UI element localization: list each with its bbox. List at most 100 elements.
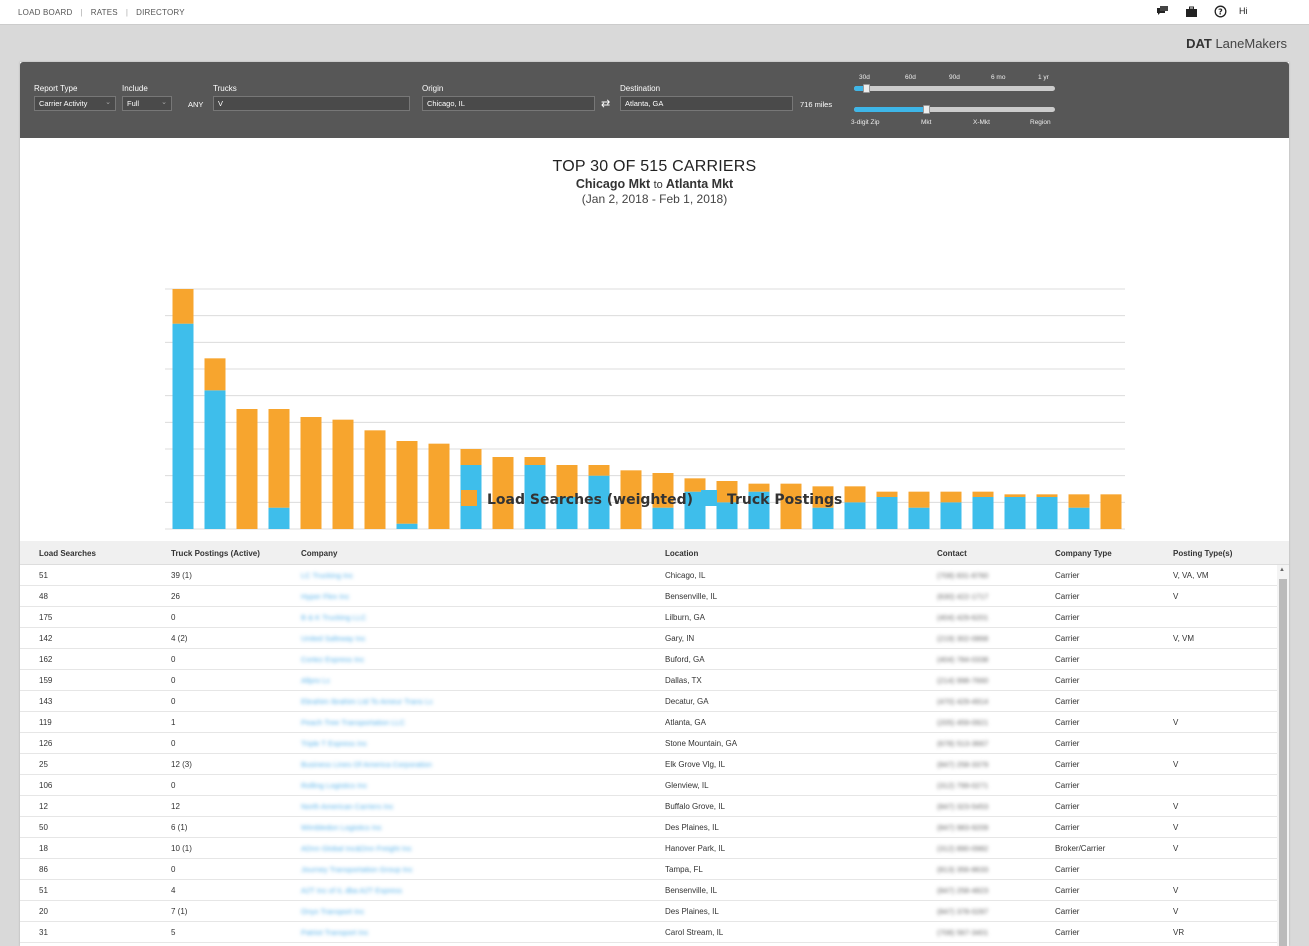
bar-load-searches[interactable]: [204, 358, 226, 391]
bar-truck-postings[interactable]: [908, 507, 930, 529]
legend-label[interactable]: Load Searches (weighted): [487, 492, 693, 508]
table-row[interactable]: 18 10 (1) ADnn Global Inc&Dnn Freight Inc H…: [20, 838, 1277, 859]
table-row[interactable]: 51 4 A2T Inc of IL dba A2T Express Bensenvi…: [20, 880, 1277, 901]
cell-company[interactable]: Ebrahim Ibrahim Ltd To Ameur Trans Lc: [301, 697, 434, 706]
bar-truck-postings[interactable]: [268, 507, 290, 529]
include-select[interactable]: Full ⌄: [122, 96, 172, 111]
bar-truck-postings[interactable]: [844, 502, 866, 529]
bar-truck-postings[interactable]: [1036, 497, 1058, 529]
bar-load-searches[interactable]: [300, 417, 322, 529]
bar-truck-postings[interactable]: [748, 491, 770, 529]
bar-truck-postings[interactable]: [396, 523, 418, 529]
time-tick[interactable]: 6 mo: [991, 74, 1006, 81]
bar-load-searches[interactable]: [492, 457, 514, 529]
cell-company[interactable]: Patriot Transport Inc: [301, 928, 369, 937]
cell-company[interactable]: Rolling Logistics Inc: [301, 781, 368, 790]
bar-truck-postings[interactable]: [588, 475, 610, 529]
table-scrollbar[interactable]: ▲: [1277, 565, 1289, 946]
bar-load-searches[interactable]: [684, 478, 706, 492]
bar-truck-postings[interactable]: [876, 497, 898, 529]
bar-load-searches[interactable]: [460, 449, 482, 465]
geo-slider-handle[interactable]: [923, 105, 930, 114]
table-row[interactable]: 175 0 B & K Trucking LLC Lilburn, GA (404) 4…: [20, 607, 1277, 628]
time-tick[interactable]: 60d: [905, 74, 916, 81]
bar-truck-postings[interactable]: [972, 497, 994, 529]
chat-icon[interactable]: [1156, 5, 1169, 18]
bar-load-searches[interactable]: [332, 419, 354, 529]
cell-company[interactable]: A2T Inc of IL dba A2T Express: [301, 886, 403, 895]
col-header-load-searches[interactable]: Load Searches: [39, 549, 96, 558]
bar-truck-postings[interactable]: [716, 502, 738, 529]
table-row[interactable]: 159 0 Allpro Lc Dallas, TX (214) 998-7660 Car…: [20, 670, 1277, 691]
geo-slider-track[interactable]: [854, 107, 1055, 112]
table-row[interactable]: 20 7 (1) Onyx Transport Inc Des Plaines, IL…: [20, 901, 1277, 922]
table-row[interactable]: 119 1 Peach Tree Transportation LLC Atlanta…: [20, 712, 1277, 733]
cell-company[interactable]: Business Lines Of America Corporation: [301, 760, 432, 769]
bar-truck-postings[interactable]: [172, 323, 194, 529]
bar-load-searches[interactable]: [1100, 494, 1122, 529]
table-row[interactable]: 12 12 North American Carriers Inc Buffalo G…: [20, 796, 1277, 817]
bar-load-searches[interactable]: [364, 430, 386, 529]
cell-company[interactable]: ADnn Global Inc&Dnn Freight Inc: [301, 844, 412, 853]
cell-company[interactable]: Triple T Express Inc: [301, 739, 368, 748]
time-slider-track[interactable]: [854, 86, 1055, 91]
cell-company[interactable]: Cortez Express Inc: [301, 655, 365, 664]
bar-load-searches[interactable]: [1004, 494, 1026, 497]
bar-truck-postings[interactable]: [1004, 497, 1026, 529]
cell-company[interactable]: Allpro Lc: [301, 676, 331, 685]
bar-truck-postings[interactable]: [652, 507, 674, 529]
bar-truck-postings[interactable]: [940, 502, 962, 529]
bar-load-searches[interactable]: [396, 441, 418, 524]
swap-icon[interactable]: ⇄: [601, 98, 611, 110]
table-row[interactable]: 106 0 Rolling Logistics Inc Glenview, IL (31…: [20, 775, 1277, 796]
cell-company[interactable]: Journey Transportation Group Inc: [301, 865, 413, 874]
table-row[interactable]: 86 0 Journey Transportation Group Inc Tampa…: [20, 859, 1277, 880]
cell-company[interactable]: B & K Trucking LLC: [301, 613, 367, 622]
cell-company[interactable]: Hyper Flex Inc: [301, 592, 350, 601]
greeting[interactable]: Hi: [1239, 6, 1248, 16]
bar-load-searches[interactable]: [908, 491, 930, 508]
destination-input[interactable]: Atlanta, GA: [620, 96, 793, 111]
bar-truck-postings[interactable]: [812, 507, 834, 529]
table-row[interactable]: 50 6 (1) Wimbledon Logistics Inc Des Plaine…: [20, 817, 1277, 838]
time-slider-handle[interactable]: [863, 84, 870, 93]
col-header-company-type[interactable]: Company Type: [1055, 549, 1112, 558]
scroll-up-icon[interactable]: ▲: [1279, 567, 1285, 573]
bar-load-searches[interactable]: [588, 465, 610, 476]
geo-tick[interactable]: Region: [1030, 119, 1051, 126]
nav-link-rates[interactable]: RATES: [90, 8, 118, 17]
cell-company[interactable]: Wimbledon Logistics Inc: [301, 823, 382, 832]
time-tick[interactable]: 1 yr: [1038, 74, 1049, 81]
bar-load-searches[interactable]: [1036, 494, 1058, 497]
table-row[interactable]: 25 12 (3) Business Lines Of America Corpor…: [20, 754, 1277, 775]
briefcase-icon[interactable]: [1185, 5, 1198, 18]
table-row[interactable]: 126 0 Triple T Express Inc Stone Mountain, …: [20, 733, 1277, 754]
bar-load-searches[interactable]: [876, 491, 898, 497]
col-header-location[interactable]: Location: [665, 549, 699, 558]
bar-load-searches[interactable]: [236, 409, 258, 529]
cell-company[interactable]: North American Carriers Inc: [301, 802, 394, 811]
bar-truck-postings[interactable]: [1068, 507, 1090, 529]
bar-load-searches[interactable]: [780, 483, 802, 529]
cell-company[interactable]: United Safeway Inc: [301, 634, 366, 643]
bar-load-searches[interactable]: [748, 483, 770, 492]
bar-load-searches[interactable]: [172, 289, 194, 324]
cell-company[interactable]: Onyx Transport Inc: [301, 907, 365, 916]
time-tick[interactable]: 30d: [859, 74, 870, 81]
bar-load-searches[interactable]: [972, 491, 994, 497]
table-row[interactable]: 142 4 (2) United Safeway Inc Gary, IN (219) …: [20, 628, 1277, 649]
cell-company[interactable]: LC Trucking Inc: [301, 571, 354, 580]
bar-load-searches[interactable]: [1068, 494, 1090, 508]
cell-company[interactable]: Peach Tree Transportation LLC: [301, 718, 406, 727]
trucks-input[interactable]: V: [213, 96, 410, 111]
origin-input[interactable]: Chicago, IL: [422, 96, 595, 111]
nav-link-load-board[interactable]: LOAD BOARD: [18, 8, 73, 17]
table-row[interactable]: 48 26 Hyper Flex Inc Bensenville, IL (630) 4…: [20, 586, 1277, 607]
col-header-truck-postings[interactable]: Truck Postings (Active): [171, 549, 260, 558]
col-header-company[interactable]: Company: [301, 549, 338, 558]
bar-load-searches[interactable]: [716, 481, 738, 503]
help-icon[interactable]: ?: [1214, 5, 1227, 18]
bar-truck-postings[interactable]: [204, 390, 226, 529]
bar-load-searches[interactable]: [620, 470, 642, 529]
geo-tick[interactable]: X-Mkt: [973, 119, 990, 126]
